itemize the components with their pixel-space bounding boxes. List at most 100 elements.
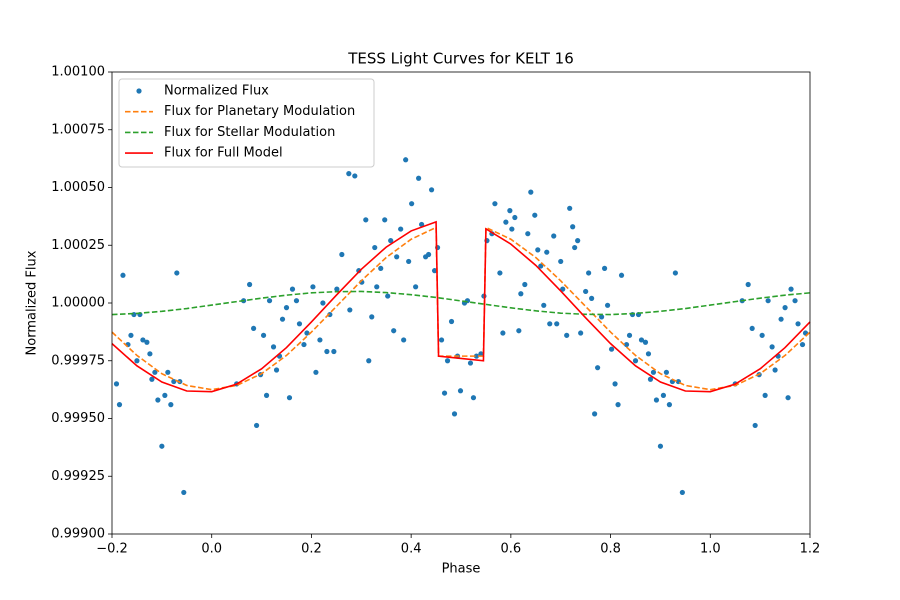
data-point xyxy=(642,339,649,345)
y-tick-label: 1.00050 xyxy=(51,180,105,195)
data-point xyxy=(541,302,547,308)
data-point xyxy=(623,341,630,348)
data-point xyxy=(457,388,464,394)
data-point xyxy=(492,201,498,207)
data-point xyxy=(516,328,522,334)
data-point xyxy=(128,332,134,338)
data-point xyxy=(473,353,480,359)
data-point xyxy=(385,293,391,299)
data-point xyxy=(317,337,323,343)
data-point xyxy=(567,205,573,211)
data-point xyxy=(324,348,330,355)
data-point xyxy=(765,298,771,304)
data-point xyxy=(171,378,177,385)
data-point xyxy=(538,263,544,269)
data-point xyxy=(152,369,158,375)
data-point xyxy=(509,226,515,232)
data-point xyxy=(406,258,412,265)
data-point xyxy=(366,358,372,364)
data-point xyxy=(428,187,435,193)
data-point xyxy=(438,337,445,343)
data-point xyxy=(181,489,187,496)
data-point xyxy=(113,381,120,387)
data-point xyxy=(645,351,652,357)
y-tick-label: 1.00000 xyxy=(51,296,105,311)
data-point xyxy=(586,270,592,276)
data-point xyxy=(535,247,541,253)
data-point xyxy=(512,214,518,221)
data-point xyxy=(657,443,664,449)
x-tick-label: 1.0 xyxy=(700,542,721,557)
data-point xyxy=(575,238,581,244)
y-tick-label: 1.00025 xyxy=(51,238,105,253)
data-point xyxy=(388,238,394,244)
data-point xyxy=(374,284,380,290)
data-point xyxy=(149,376,155,382)
data-point xyxy=(250,325,257,332)
data-point xyxy=(289,286,296,292)
data-point xyxy=(301,341,307,348)
data-point xyxy=(595,365,601,371)
data-point xyxy=(522,281,528,288)
data-point xyxy=(339,251,345,258)
line-series xyxy=(111,220,811,393)
data-point xyxy=(612,381,618,387)
data-point xyxy=(273,367,280,373)
data-point xyxy=(608,346,615,352)
data-point xyxy=(363,217,369,223)
data-point xyxy=(147,351,153,357)
legend-label: Flux for Planetary Modulation xyxy=(164,104,355,119)
y-tick-label: 0.99925 xyxy=(51,469,105,484)
data-point xyxy=(647,376,654,382)
y-axis-label: Normalized Flux xyxy=(25,250,40,355)
data-point xyxy=(266,298,273,304)
x-tick-label: 0.4 xyxy=(401,542,422,557)
data-point xyxy=(391,328,397,334)
data-point xyxy=(409,201,415,207)
legend: Normalized Flux Flux for Planetary Modula… xyxy=(118,78,375,168)
data-point xyxy=(666,402,673,408)
y-tick-label: 0.99975 xyxy=(51,353,105,368)
data-point xyxy=(532,212,538,218)
data-point xyxy=(253,422,260,429)
legend-marker xyxy=(136,88,142,94)
data-point xyxy=(572,244,578,251)
x-tick-label: 1.2 xyxy=(800,542,821,557)
legend-label: Flux for Stellar Modulation xyxy=(164,125,335,140)
data-point xyxy=(650,369,657,375)
data-point xyxy=(503,219,509,225)
data-point xyxy=(601,265,608,271)
data-point xyxy=(467,360,474,366)
data-point xyxy=(762,392,768,398)
data-point xyxy=(500,330,506,336)
data-point xyxy=(398,226,404,232)
data-point xyxy=(431,268,438,274)
data-point xyxy=(327,311,333,318)
data-point xyxy=(286,395,293,401)
data-point xyxy=(293,298,300,304)
data-point xyxy=(372,244,378,251)
data-point xyxy=(788,286,794,292)
data-point xyxy=(347,307,353,313)
data-point xyxy=(331,348,337,355)
data-point xyxy=(507,208,513,214)
data-point xyxy=(131,311,137,318)
data-point xyxy=(334,286,340,292)
data-point xyxy=(144,339,150,345)
plot-frame xyxy=(111,71,811,535)
data-point xyxy=(168,402,174,408)
line-series xyxy=(111,290,811,316)
data-point xyxy=(598,314,605,320)
data-point xyxy=(159,443,165,449)
data-point xyxy=(140,337,146,343)
data-point xyxy=(448,318,455,325)
y-tick-label: 0.99950 xyxy=(51,411,105,426)
data-point xyxy=(653,397,660,403)
data-point xyxy=(663,369,670,375)
x-tick-label: 0.8 xyxy=(600,542,621,557)
data-point xyxy=(554,321,560,327)
data-point xyxy=(799,341,806,348)
y-tick-label: 1.00100 xyxy=(51,65,105,80)
data-point xyxy=(782,305,788,311)
